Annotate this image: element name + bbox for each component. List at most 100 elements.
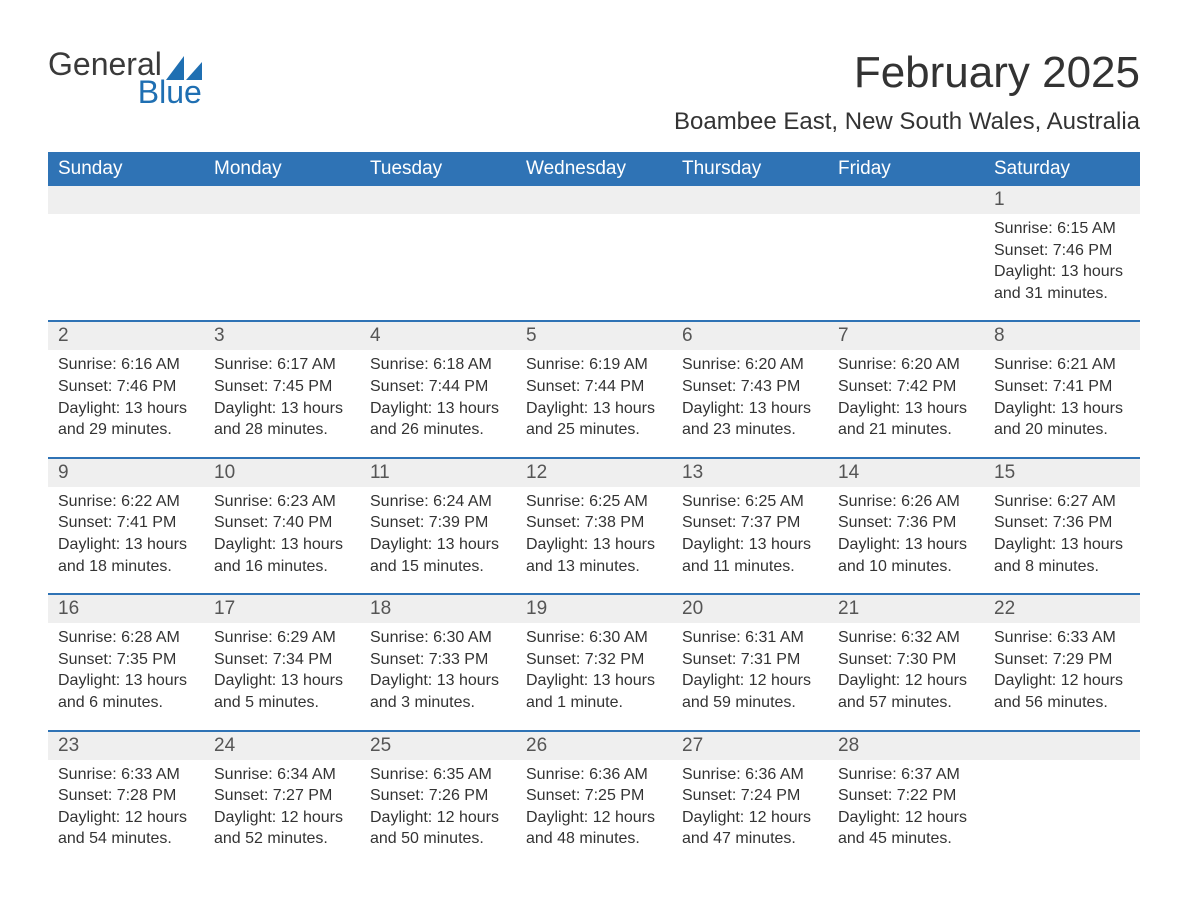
day-cell: Sunrise: 6:16 AMSunset: 7:46 PMDaylight:…	[48, 350, 204, 442]
daylight-text: Daylight: 12 hours and 57 minutes.	[838, 670, 974, 713]
sunset-text: Sunset: 7:40 PM	[214, 512, 350, 534]
day-content-row: Sunrise: 6:33 AMSunset: 7:28 PM Daylight:…	[48, 760, 1140, 866]
week: 16171819202122Sunrise: 6:28 AMSunset: 7:…	[48, 593, 1140, 729]
sunrise-text: Sunrise: 6:37 AM	[838, 764, 974, 786]
day-number: 20	[672, 595, 828, 623]
weeks-container: 1Sunrise: 6:15 AMSunset: 7:46 PMDaylight…	[48, 186, 1140, 866]
daylight-text: Daylight: 13 hours and 1 minute.	[526, 670, 662, 713]
sunset-text: Sunset: 7:33 PM	[370, 649, 506, 671]
day-cell: Sunrise: 6:24 AMSunset: 7:39 PMDaylight:…	[360, 487, 516, 579]
day-content-row: Sunrise: 6:16 AMSunset: 7:46 PMDaylight:…	[48, 350, 1140, 456]
day-of-week-header: Sunday Monday Tuesday Wednesday Thursday…	[48, 152, 1140, 186]
sunrise-text: Sunrise: 6:31 AM	[682, 627, 818, 649]
day-number: 7	[828, 322, 984, 350]
calendar: Sunday Monday Tuesday Wednesday Thursday…	[48, 152, 1140, 866]
day-number: 25	[360, 732, 516, 760]
day-number: 22	[984, 595, 1140, 623]
daylight-text: Daylight: 12 hours and 50 minutes.	[370, 807, 506, 850]
day-number: 27	[672, 732, 828, 760]
daylight-text: Daylight: 13 hours and 21 minutes.	[838, 398, 974, 441]
daylight-text: Daylight: 13 hours and 6 minutes.	[58, 670, 194, 713]
day-number	[360, 186, 516, 214]
sunset-text: Sunset: 7:44 PM	[370, 376, 506, 398]
day-number: 6	[672, 322, 828, 350]
sunset-text: Sunset: 7:46 PM	[58, 376, 194, 398]
sunrise-text: Sunrise: 6:17 AM	[214, 354, 350, 376]
sunset-text: Sunset: 7:45 PM	[214, 376, 350, 398]
week: 232425262728 Sunrise: 6:33 AMSunset: 7:28…	[48, 730, 1140, 866]
day-cell: Sunrise: 6:29 AMSunset: 7:34 PMDaylight:…	[204, 623, 360, 715]
day-cell	[48, 214, 204, 306]
day-cell	[984, 760, 1140, 852]
day-number: 24	[204, 732, 360, 760]
sunrise-text: Sunrise: 6:27 AM	[994, 491, 1130, 513]
sunset-text: Sunset: 7:27 PM	[214, 785, 350, 807]
day-cell: Sunrise: 6:33 AMSunset: 7:29 PMDaylight:…	[984, 623, 1140, 715]
sunset-text: Sunset: 7:32 PM	[526, 649, 662, 671]
day-number-row: 232425262728	[48, 732, 1140, 760]
sunrise-text: Sunrise: 6:25 AM	[682, 491, 818, 513]
day-number: 16	[48, 595, 204, 623]
daylight-text: Daylight: 12 hours and 48 minutes.	[526, 807, 662, 850]
daylight-text: Daylight: 13 hours and 28 minutes.	[214, 398, 350, 441]
day-cell: Sunrise: 6:18 AMSunset: 7:44 PMDaylight:…	[360, 350, 516, 442]
day-cell: Sunrise: 6:36 AMSunset: 7:25 PMDaylight:…	[516, 760, 672, 852]
sunrise-text: Sunrise: 6:22 AM	[58, 491, 194, 513]
daylight-text: Daylight: 12 hours and 56 minutes.	[994, 670, 1130, 713]
daylight-text: Daylight: 13 hours and 5 minutes.	[214, 670, 350, 713]
day-cell: Sunrise: 6:20 AMSunset: 7:42 PMDaylight:…	[828, 350, 984, 442]
day-cell	[516, 214, 672, 306]
day-cell: Sunrise: 6:15 AMSunset: 7:46 PMDaylight:…	[984, 214, 1140, 306]
day-cell: Sunrise: 6:27 AMSunset: 7:36 PMDaylight:…	[984, 487, 1140, 579]
day-number-row: 2345678	[48, 322, 1140, 350]
daylight-text: Daylight: 13 hours and 25 minutes.	[526, 398, 662, 441]
sunrise-text: Sunrise: 6:25 AM	[526, 491, 662, 513]
sunrise-text: Sunrise: 6:19 AM	[526, 354, 662, 376]
sunrise-text: Sunrise: 6:30 AM	[526, 627, 662, 649]
day-content-row: Sunrise: 6:15 AMSunset: 7:46 PMDaylight:…	[48, 214, 1140, 320]
sunrise-text: Sunrise: 6:26 AM	[838, 491, 974, 513]
sunset-text: Sunset: 7:28 PM	[58, 785, 194, 807]
logo: General Blue	[48, 48, 202, 108]
title-block: February 2025 Boambee East, New South Wa…	[674, 48, 1140, 136]
day-cell: Sunrise: 6:36 AMSunset: 7:24 PMDaylight:…	[672, 760, 828, 852]
day-number	[48, 186, 204, 214]
day-cell: Sunrise: 6:33 AMSunset: 7:28 PMDaylight:…	[48, 760, 204, 852]
sunset-text: Sunset: 7:44 PM	[526, 376, 662, 398]
week: 2345678Sunrise: 6:16 AMSunset: 7:46 PMDa…	[48, 320, 1140, 456]
sunset-text: Sunset: 7:24 PM	[682, 785, 818, 807]
day-number	[984, 732, 1140, 760]
sunset-text: Sunset: 7:29 PM	[994, 649, 1130, 671]
sunset-text: Sunset: 7:46 PM	[994, 240, 1130, 262]
day-number	[672, 186, 828, 214]
sunset-text: Sunset: 7:38 PM	[526, 512, 662, 534]
sunrise-text: Sunrise: 6:20 AM	[682, 354, 818, 376]
day-cell: Sunrise: 6:34 AMSunset: 7:27 PMDaylight:…	[204, 760, 360, 852]
sunrise-text: Sunrise: 6:33 AM	[58, 764, 194, 786]
day-number: 11	[360, 459, 516, 487]
day-content-row: Sunrise: 6:22 AMSunset: 7:41 PMDaylight:…	[48, 487, 1140, 593]
day-number	[516, 186, 672, 214]
daylight-text: Daylight: 13 hours and 10 minutes.	[838, 534, 974, 577]
day-number: 14	[828, 459, 984, 487]
sunset-text: Sunset: 7:43 PM	[682, 376, 818, 398]
dow-wednesday: Wednesday	[516, 152, 672, 186]
day-number: 26	[516, 732, 672, 760]
sunset-text: Sunset: 7:36 PM	[838, 512, 974, 534]
day-cell: Sunrise: 6:25 AMSunset: 7:37 PMDaylight:…	[672, 487, 828, 579]
day-content-row: Sunrise: 6:28 AMSunset: 7:35 PMDaylight:…	[48, 623, 1140, 729]
day-cell: Sunrise: 6:35 AMSunset: 7:26 PMDaylight:…	[360, 760, 516, 852]
daylight-text: Daylight: 13 hours and 23 minutes.	[682, 398, 818, 441]
day-cell: Sunrise: 6:30 AMSunset: 7:33 PMDaylight:…	[360, 623, 516, 715]
day-cell: Sunrise: 6:17 AMSunset: 7:45 PMDaylight:…	[204, 350, 360, 442]
sunrise-text: Sunrise: 6:23 AM	[214, 491, 350, 513]
sunrise-text: Sunrise: 6:30 AM	[370, 627, 506, 649]
sunset-text: Sunset: 7:22 PM	[838, 785, 974, 807]
sunrise-text: Sunrise: 6:15 AM	[994, 218, 1130, 240]
day-number	[204, 186, 360, 214]
week: 9101112131415Sunrise: 6:22 AMSunset: 7:4…	[48, 457, 1140, 593]
sunset-text: Sunset: 7:30 PM	[838, 649, 974, 671]
daylight-text: Daylight: 13 hours and 15 minutes.	[370, 534, 506, 577]
daylight-text: Daylight: 13 hours and 31 minutes.	[994, 261, 1130, 304]
day-number: 10	[204, 459, 360, 487]
